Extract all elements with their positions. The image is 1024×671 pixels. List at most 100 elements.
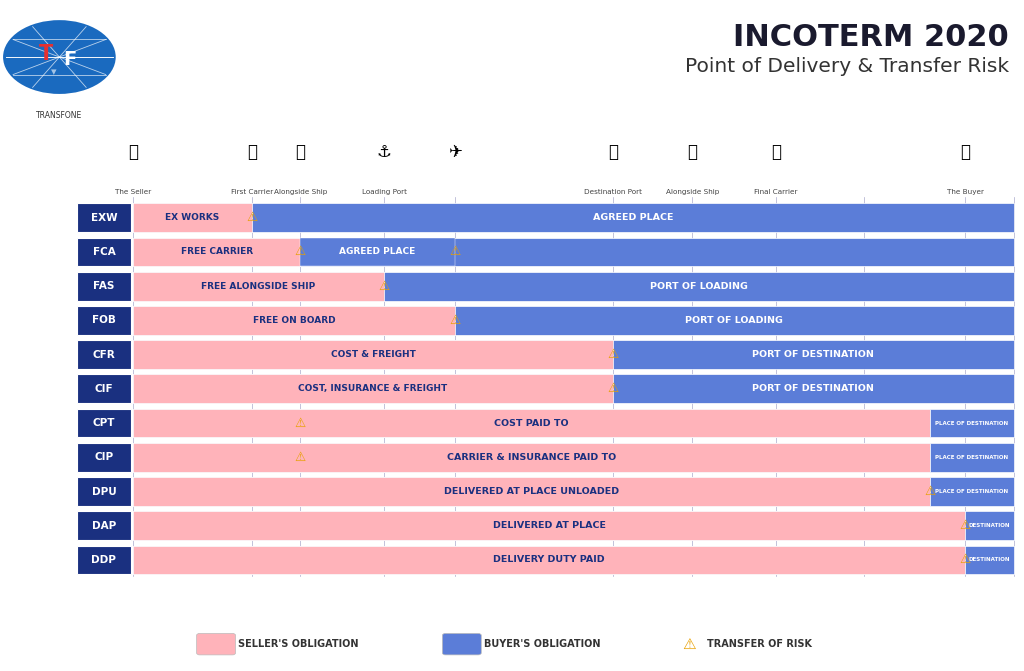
- Text: CFR: CFR: [92, 350, 116, 360]
- Text: DESTINATION: DESTINATION: [969, 558, 1011, 562]
- Text: 🏭: 🏭: [128, 143, 138, 161]
- FancyBboxPatch shape: [77, 546, 131, 574]
- Text: ⚠: ⚠: [247, 211, 258, 224]
- Text: PLACE OF DESTINATION: PLACE OF DESTINATION: [935, 489, 1009, 494]
- Circle shape: [3, 20, 116, 94]
- FancyBboxPatch shape: [133, 340, 613, 369]
- Text: 🗺: 🗺: [771, 143, 781, 161]
- FancyBboxPatch shape: [133, 272, 1014, 301]
- FancyBboxPatch shape: [133, 511, 1014, 540]
- FancyBboxPatch shape: [133, 443, 1014, 472]
- Text: FREE ALONGSIDE SHIP: FREE ALONGSIDE SHIP: [202, 282, 315, 291]
- FancyBboxPatch shape: [77, 374, 131, 403]
- Text: First Carrier: First Carrier: [230, 189, 273, 195]
- FancyBboxPatch shape: [77, 272, 131, 301]
- Text: DDP: DDP: [91, 555, 117, 565]
- FancyBboxPatch shape: [197, 633, 236, 655]
- Text: ⚠: ⚠: [607, 348, 618, 361]
- FancyBboxPatch shape: [133, 340, 1014, 369]
- FancyBboxPatch shape: [133, 546, 966, 574]
- Text: CIP: CIP: [94, 452, 114, 462]
- Text: DPU: DPU: [91, 486, 117, 497]
- Text: FCA: FCA: [92, 247, 116, 257]
- Text: FOB: FOB: [92, 315, 116, 325]
- FancyBboxPatch shape: [77, 238, 131, 266]
- Text: COST PAID TO: COST PAID TO: [495, 419, 569, 427]
- FancyBboxPatch shape: [77, 443, 131, 472]
- FancyBboxPatch shape: [930, 409, 1014, 437]
- FancyBboxPatch shape: [966, 511, 1014, 540]
- Text: ⚓: ⚓: [377, 143, 391, 161]
- Text: DELIVERED AT PLACE UNLOADED: DELIVERED AT PLACE UNLOADED: [444, 487, 620, 496]
- FancyBboxPatch shape: [300, 238, 455, 266]
- Text: DELIVERED AT PLACE: DELIVERED AT PLACE: [493, 521, 606, 530]
- Text: ⚠: ⚠: [959, 519, 971, 532]
- Text: AGREED PLACE: AGREED PLACE: [339, 248, 416, 256]
- Text: PORT OF DESTINATION: PORT OF DESTINATION: [753, 384, 874, 393]
- Text: TRANSFER OF RISK: TRANSFER OF RISK: [707, 639, 812, 649]
- FancyBboxPatch shape: [930, 443, 1014, 472]
- Text: PORT OF DESTINATION: PORT OF DESTINATION: [753, 350, 874, 359]
- Text: 🏗: 🏗: [296, 143, 305, 161]
- Text: TRANSFONE: TRANSFONE: [36, 111, 83, 119]
- Text: ⚠: ⚠: [379, 280, 390, 293]
- FancyBboxPatch shape: [133, 374, 1014, 403]
- Text: ⚠: ⚠: [607, 382, 618, 395]
- FancyBboxPatch shape: [133, 409, 930, 437]
- Text: SELLER'S OBLIGATION: SELLER'S OBLIGATION: [238, 639, 358, 649]
- Text: The Buyer: The Buyer: [947, 189, 984, 195]
- Text: PORT OF LOADING: PORT OF LOADING: [650, 282, 748, 291]
- FancyBboxPatch shape: [133, 477, 1014, 506]
- FancyBboxPatch shape: [930, 477, 1014, 506]
- Text: ▾: ▾: [51, 67, 57, 76]
- Text: Alongside Ship: Alongside Ship: [666, 189, 719, 195]
- FancyBboxPatch shape: [77, 203, 131, 232]
- Text: EX WORKS: EX WORKS: [166, 213, 220, 222]
- Text: Final Carrier: Final Carrier: [755, 189, 798, 195]
- Text: COST, INSURANCE & FREIGHT: COST, INSURANCE & FREIGHT: [298, 384, 447, 393]
- FancyBboxPatch shape: [133, 203, 1014, 232]
- FancyBboxPatch shape: [133, 306, 455, 335]
- FancyBboxPatch shape: [133, 306, 1014, 335]
- Text: CPT: CPT: [93, 418, 115, 428]
- FancyBboxPatch shape: [966, 546, 1014, 574]
- FancyBboxPatch shape: [133, 477, 930, 506]
- FancyBboxPatch shape: [77, 477, 131, 506]
- FancyBboxPatch shape: [133, 272, 384, 301]
- FancyBboxPatch shape: [133, 511, 966, 540]
- Text: INCOTERM 2020: INCOTERM 2020: [733, 23, 1009, 52]
- Text: CIF: CIF: [94, 384, 114, 394]
- Text: FREE CARRIER: FREE CARRIER: [180, 248, 253, 256]
- Text: FAS: FAS: [93, 281, 115, 291]
- Text: ✈: ✈: [447, 143, 462, 161]
- Text: ⚠: ⚠: [682, 637, 696, 652]
- Text: Destination Port: Destination Port: [584, 189, 642, 195]
- Text: DESTINATION: DESTINATION: [969, 523, 1011, 528]
- FancyBboxPatch shape: [133, 443, 930, 472]
- Text: Point of Delivery & Transfer Risk: Point of Delivery & Transfer Risk: [684, 57, 1009, 76]
- Text: 🚛: 🚛: [247, 143, 257, 161]
- Text: 🚛: 🚛: [687, 143, 697, 161]
- Text: F: F: [63, 50, 76, 68]
- Text: CARRIER & INSURANCE PAID TO: CARRIER & INSURANCE PAID TO: [447, 453, 616, 462]
- Text: PLACE OF DESTINATION: PLACE OF DESTINATION: [935, 455, 1009, 460]
- Text: 🏗: 🏗: [608, 143, 618, 161]
- FancyBboxPatch shape: [133, 409, 1014, 437]
- Text: Loading Port: Loading Port: [361, 189, 407, 195]
- Text: The Seller: The Seller: [115, 189, 152, 195]
- Text: T: T: [39, 44, 53, 64]
- Text: ⚠: ⚠: [449, 246, 460, 258]
- Text: ⚠: ⚠: [449, 314, 460, 327]
- FancyBboxPatch shape: [133, 546, 1014, 574]
- Text: DELIVERY DUTY PAID: DELIVERY DUTY PAID: [494, 556, 605, 564]
- FancyBboxPatch shape: [77, 340, 131, 369]
- Text: EXW: EXW: [90, 213, 118, 223]
- Text: ⚠: ⚠: [295, 246, 306, 258]
- Text: PORT OF LOADING: PORT OF LOADING: [685, 316, 783, 325]
- Text: Alongside Ship: Alongside Ship: [273, 189, 327, 195]
- Text: DAP: DAP: [92, 521, 116, 531]
- Text: ⚠: ⚠: [925, 485, 936, 498]
- FancyBboxPatch shape: [133, 374, 613, 403]
- FancyBboxPatch shape: [133, 238, 300, 266]
- Text: FREE ON BOARD: FREE ON BOARD: [253, 316, 335, 325]
